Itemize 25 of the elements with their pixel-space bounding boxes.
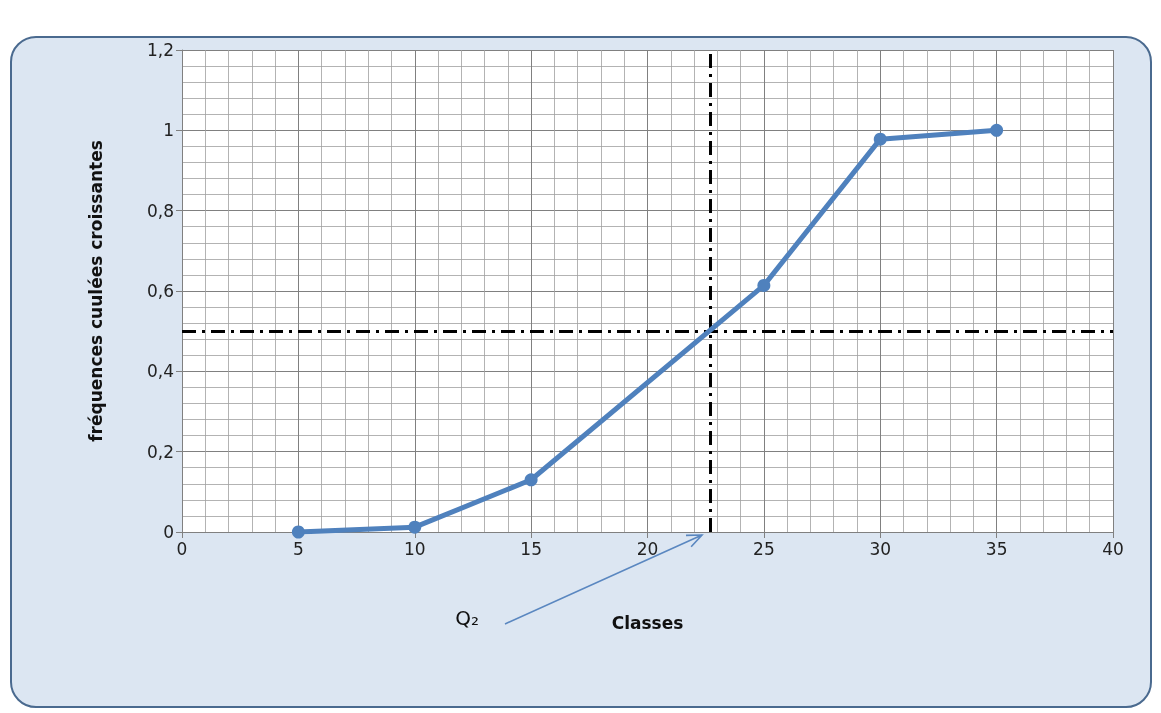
y-tick-label: 0 bbox=[163, 522, 174, 542]
x-tick-label: 25 bbox=[753, 538, 775, 559]
text: Q₂ bbox=[455, 606, 480, 630]
point bbox=[990, 123, 1004, 137]
y-tick-label: 1 bbox=[163, 120, 174, 141]
x-tick-label: 10 bbox=[403, 538, 426, 559]
point bbox=[408, 520, 422, 534]
y-tick-label: 1,2 bbox=[146, 40, 174, 60]
point bbox=[524, 473, 538, 487]
x-tick-label: 30 bbox=[869, 538, 892, 559]
x-axis-title: Classes bbox=[611, 612, 684, 633]
point bbox=[873, 132, 887, 146]
x-tick-label: 35 bbox=[985, 538, 1008, 559]
x-tick-label: 5 bbox=[292, 538, 304, 559]
point bbox=[757, 278, 771, 292]
x-tick-label: 40 bbox=[1102, 538, 1124, 559]
y-tick-label: 0,8 bbox=[146, 200, 174, 221]
x-tick-label: 15 bbox=[520, 538, 542, 559]
y-axis-title: fréquences cuulées croissantes bbox=[85, 140, 106, 442]
y-tick-label: 0,6 bbox=[146, 281, 174, 301]
point bbox=[291, 525, 305, 539]
x-tick-label: 0 bbox=[176, 538, 188, 559]
x-tick-label: 20 bbox=[636, 538, 659, 559]
y-tick-label: 0,4 bbox=[146, 361, 174, 382]
y-tick-label: 0,2 bbox=[146, 441, 174, 462]
